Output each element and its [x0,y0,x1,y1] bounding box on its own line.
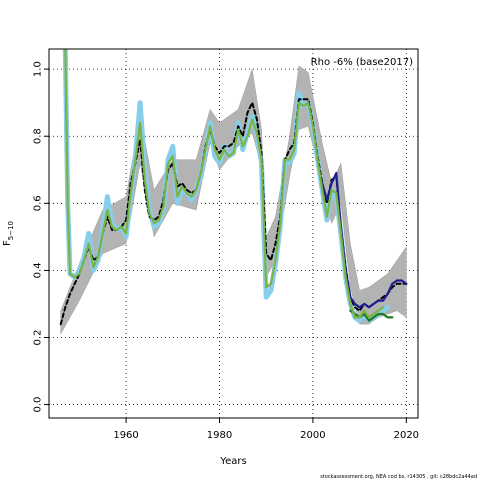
x-tick-label-0: 1960 [113,430,138,441]
svg-text:F5−10: F5−10 [2,221,15,246]
x-tick-label-2: 2000 [300,430,325,441]
y-tick-label-0: 0.0 [33,397,44,413]
y-tick-label-5: 1.0 [33,61,44,77]
y-axis-title: F5−10 [2,221,15,246]
x-tick-label-3: 2020 [394,430,419,441]
series-line-4 [64,49,385,319]
y-tick-label-4: 0.8 [33,128,44,144]
y-tick-label-2: 0.4 [33,262,44,278]
y-axis-title-subscript: 5−10 [7,221,15,240]
x-axis-title: Years [219,456,246,467]
y-tick-label-3: 0.6 [33,195,44,211]
x-axis: 1960 1980 2000 2020 [113,418,419,441]
y-tick-label-1: 0.2 [33,330,44,346]
y-axis-title-main: F [2,240,13,246]
series-line-3 [349,309,394,322]
x-tick-label-1: 1980 [207,430,232,441]
series-layer [59,49,408,326]
series-line-2 [321,172,408,309]
y-axis: 0.0 0.2 0.4 0.6 0.8 1.0 [33,61,49,413]
footer-credit: stockassessment.org, NEA cod bs, r14305 … [320,474,477,480]
plot-frame [48,48,419,419]
annotation-label: Rho -6% (base2017) [311,57,413,68]
